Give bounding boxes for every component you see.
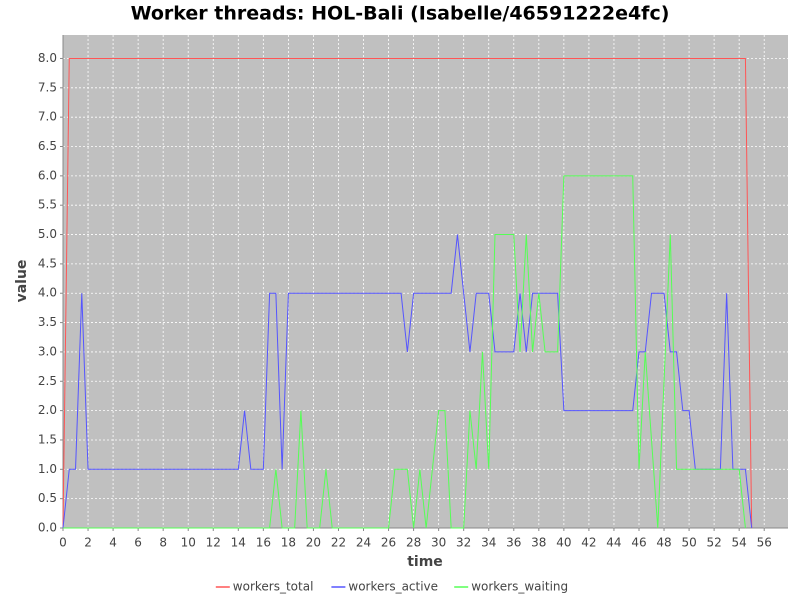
y-tick-label: 2.0 (38, 403, 57, 417)
legend-label: workers_waiting (471, 580, 568, 594)
line (62, 57, 753, 529)
x-tick-label: 8 (159, 536, 167, 550)
x-tick-label: 4 (109, 536, 117, 550)
y-axis-label: value (14, 260, 30, 303)
x-tick-label: 52 (706, 536, 721, 550)
x-tick-label: 44 (606, 536, 621, 550)
x-tick-label: 0 (59, 536, 67, 550)
y-tick-label: 0.0 (38, 521, 57, 535)
x-axis-label: time (407, 554, 443, 570)
line (62, 234, 753, 529)
y-tick-label: 7.5 (38, 80, 57, 94)
x-tick-label: 34 (481, 536, 496, 550)
plot-area (63, 35, 788, 528)
x-tick-label: 54 (732, 536, 747, 550)
x-tick-label: 38 (531, 536, 546, 550)
line (63, 175, 746, 529)
x-tick-label: 42 (581, 536, 596, 550)
x-tick-label: 2 (84, 536, 92, 550)
x-tick-label: 20 (306, 536, 321, 550)
y-tick-label: 1.0 (38, 462, 57, 476)
x-tick-label: 10 (181, 536, 196, 550)
y-tick-label: 5.0 (38, 227, 57, 241)
x-tick-label: 28 (406, 536, 421, 550)
x-tick-label: 22 (331, 536, 346, 550)
y-tick-label: 0.5 (38, 491, 57, 505)
x-tick-label: 26 (381, 536, 396, 550)
x-tick-label: 16 (256, 536, 271, 550)
y-tick-label: 8.0 (38, 51, 57, 65)
y-tick-label: 2.5 (38, 374, 57, 388)
y-tick-label: 4.5 (38, 256, 57, 270)
legend-label: workers_active (348, 580, 438, 594)
y-tick-label: 5.5 (38, 198, 57, 212)
y-tick-label: 6.0 (38, 168, 57, 182)
x-tick-label: 56 (757, 536, 772, 550)
x-tick-label: 12 (206, 536, 221, 550)
x-tick-label: 24 (356, 536, 371, 550)
x-tick-label: 6 (134, 536, 142, 550)
x-tick-label: 40 (556, 536, 571, 550)
y-tick-label: 1.5 (38, 432, 57, 446)
chart-title: Worker threads: HOL-Bali (Isabelle/46591… (131, 3, 670, 25)
x-tick-label: 48 (656, 536, 671, 550)
x-tick-label: 36 (506, 536, 521, 550)
y-tick-label: 4.0 (38, 286, 57, 300)
x-tick-label: 18 (281, 536, 296, 550)
x-tick-label: 50 (681, 536, 696, 550)
x-tick-label: 46 (631, 536, 646, 550)
y-tick-label: 7.0 (38, 110, 57, 124)
y-tick-label: 6.5 (38, 139, 57, 153)
x-tick-label: 30 (431, 536, 446, 550)
x-tick-label: 32 (456, 536, 471, 550)
y-tick-label: 3.5 (38, 315, 57, 329)
y-tick-label: 3.0 (38, 344, 57, 358)
x-tick-label: 14 (231, 536, 246, 550)
legend-label: workers_total (233, 580, 314, 594)
